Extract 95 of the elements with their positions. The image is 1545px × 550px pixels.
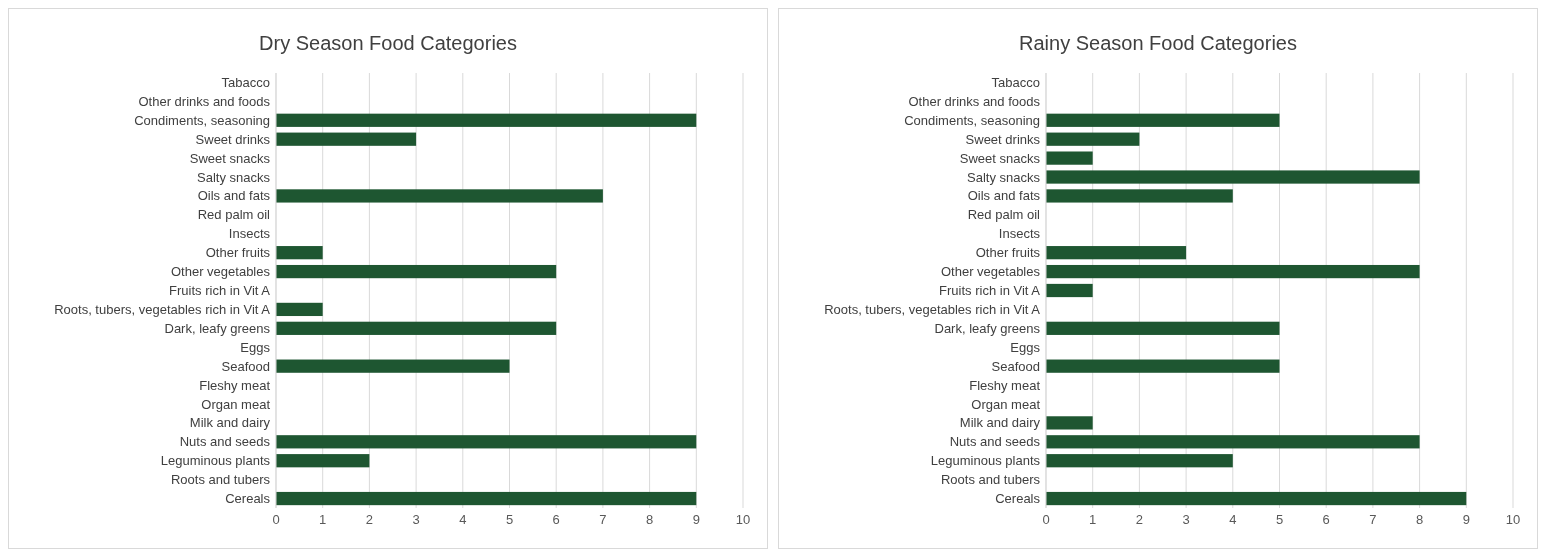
y-tick-label: Sweet snacks	[189, 150, 271, 166]
bar	[1046, 189, 1233, 203]
y-tick-label: Fruits rich in Vit A	[169, 283, 271, 299]
y-tick-label: Nuts and seeds	[179, 434, 271, 450]
y-tick-label: Fleshy meat	[969, 377, 1041, 393]
y-tick-label: Other drinks and foods	[908, 93, 1041, 109]
x-tick-label: 10	[1505, 512, 1521, 527]
y-tick-label: Dark, leafy greens	[164, 320, 271, 336]
bar	[276, 302, 323, 317]
y-tick-label: Dark, leafy greens	[934, 320, 1041, 336]
y-tick-label: Salty snacks	[967, 169, 1041, 185]
y-tick-label: Milk and dairy	[189, 415, 271, 431]
bar	[1046, 321, 1280, 335]
y-tick-label: Fruits rich in Vit A	[939, 283, 1041, 299]
bar	[276, 132, 417, 146]
bar	[1046, 454, 1233, 468]
x-tick-label: 7	[1369, 512, 1377, 527]
y-tick-label: Sweet drinks	[965, 131, 1041, 147]
y-tick-label: Tabacco	[991, 75, 1040, 91]
chart-title: Dry Season Food Categories	[259, 32, 517, 54]
y-tick-label: Seafood	[991, 358, 1040, 374]
y-tick-label: Other drinks and foods	[138, 93, 271, 109]
y-tick-label: Roots, tubers, vegetables rich in Vit A	[54, 301, 271, 317]
bar	[276, 264, 557, 279]
y-tick-label: Insects	[998, 226, 1041, 242]
x-tick-label: 2	[365, 512, 374, 527]
bar	[276, 189, 603, 203]
y-tick-label: Roots, tubers, vegetables rich in Vit A	[824, 301, 1041, 317]
bar	[276, 454, 370, 468]
y-tick-label: Tabacco	[221, 75, 270, 91]
x-tick-label: 6	[552, 512, 560, 527]
bar	[1046, 264, 1420, 279]
bar	[276, 321, 557, 335]
y-tick-label: Seafood	[221, 358, 270, 374]
x-tick-label: 1	[1089, 512, 1097, 527]
x-tick-label: 6	[1322, 512, 1330, 527]
y-tick-label: Oils and fats	[967, 188, 1041, 204]
x-tick-label: 3	[412, 512, 420, 527]
y-tick-label: Other fruits	[205, 245, 271, 261]
y-tick-label: Nuts and seeds	[949, 434, 1041, 450]
y-tick-label: Leguminous plants	[930, 453, 1041, 469]
y-tick-label: Eggs	[1010, 339, 1041, 355]
y-tick-label: Condiments, seasoning	[134, 112, 270, 128]
y-tick-label: Sweet drinks	[195, 131, 271, 147]
x-tick-label: 4	[1229, 512, 1237, 527]
bar	[276, 246, 323, 260]
x-tick-label: 0	[1042, 512, 1050, 527]
x-tick-label: 4	[459, 512, 467, 527]
bar	[1046, 416, 1093, 430]
bar	[1046, 246, 1187, 260]
y-tick-label: Insects	[228, 226, 271, 242]
x-tick-label: 5	[1275, 512, 1284, 527]
y-tick-label: Condiments, seasoning	[904, 112, 1040, 128]
bar	[1046, 151, 1093, 165]
y-tick-label: Eggs	[240, 339, 271, 355]
x-tick-label: 9	[1462, 512, 1470, 527]
y-tick-label: Roots and tubers	[170, 472, 271, 488]
y-tick-label: Leguminous plants	[160, 453, 271, 469]
x-tick-label: 10	[735, 512, 751, 527]
bar	[276, 435, 697, 449]
y-tick-label: Oils and fats	[197, 188, 271, 204]
x-tick-label: 8	[1415, 512, 1424, 527]
x-tick-label: 1	[319, 512, 327, 527]
x-tick-label: 3	[1182, 512, 1190, 527]
bar	[1046, 435, 1420, 449]
y-tick-label: Milk and dairy	[959, 415, 1041, 431]
y-tick-label: Other vegetables	[940, 264, 1041, 280]
y-tick-label: Salty snacks	[197, 169, 271, 185]
bar	[276, 491, 697, 506]
y-tick-label: Other fruits	[975, 245, 1041, 261]
y-tick-label: Cereals	[995, 491, 1041, 507]
y-tick-label: Sweet snacks	[959, 150, 1041, 166]
bar	[276, 359, 510, 373]
y-tick-label: Red palm oil	[967, 207, 1041, 223]
x-tick-label: 2	[1135, 512, 1144, 527]
bar	[1046, 113, 1280, 127]
chart-title: Rainy Season Food Categories	[1019, 32, 1297, 54]
y-tick-label: Organ meat	[201, 396, 271, 412]
y-tick-label: Cereals	[225, 491, 271, 507]
bar	[1046, 283, 1093, 298]
x-tick-label: 7	[599, 512, 607, 527]
y-tick-label: Roots and tubers	[940, 472, 1041, 488]
x-tick-label: 8	[645, 512, 654, 527]
y-tick-label: Fleshy meat	[199, 377, 271, 393]
bar	[1046, 132, 1140, 146]
x-tick-label: 0	[272, 512, 280, 527]
bar	[1046, 491, 1467, 506]
x-tick-label: 9	[692, 512, 700, 527]
x-tick-label: 5	[505, 512, 514, 527]
y-tick-label: Organ meat	[971, 396, 1041, 412]
y-tick-label: Other vegetables	[170, 264, 271, 280]
bar	[1046, 359, 1280, 373]
bar	[1046, 170, 1420, 184]
y-tick-label: Red palm oil	[197, 207, 271, 223]
bar	[276, 113, 697, 127]
